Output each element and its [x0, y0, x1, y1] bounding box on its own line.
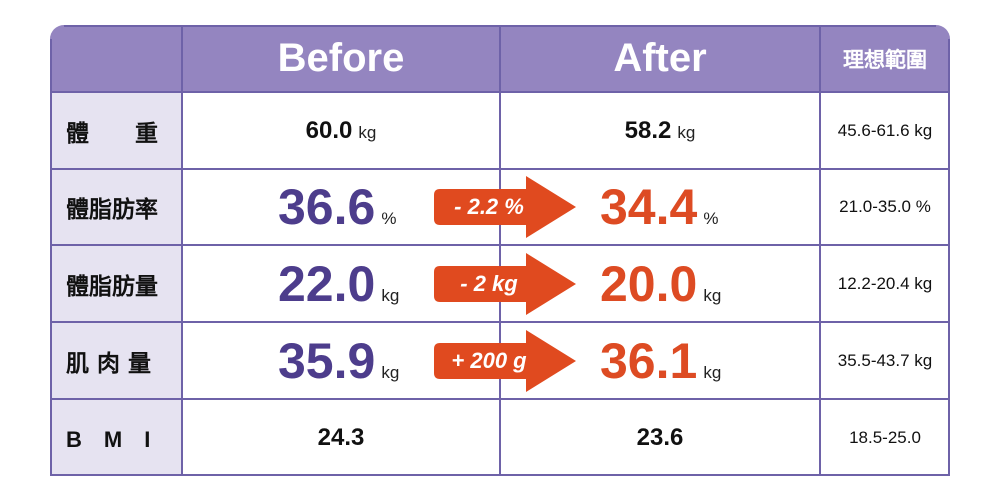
row-label-muscle-mass: 肌 肉 量 — [50, 322, 182, 399]
weight-ideal-range: 45.6-61.6 kg — [820, 92, 950, 169]
grid-line — [64, 25, 936, 27]
body-fat-mass-before-value: 22.0 — [278, 255, 376, 312]
bmi-after: 23.6 — [500, 399, 820, 476]
muscle-mass-before-value: 35.9 — [278, 332, 376, 389]
weight-after: 58.2 kg — [500, 92, 820, 169]
muscle-mass-after-unit: kg — [703, 362, 722, 382]
arrow-muscle-mass — [434, 330, 576, 392]
body-fat-rate-after-unit: % — [703, 209, 719, 228]
change-body-fat-mass: - 2 kg — [460, 271, 518, 296]
grid-line — [819, 25, 821, 476]
weight-after-value: 58.2 — [624, 116, 672, 144]
grid-line — [50, 321, 950, 323]
row-label-bmi: B M I — [50, 399, 182, 476]
row-label-body-fat-mass: 體脂肪量 — [50, 245, 182, 322]
body-fat-mass-before-unit: kg — [381, 285, 400, 305]
muscle-mass-ideal-range: 35.5-43.7 kg — [820, 322, 950, 399]
grid-line — [50, 474, 950, 476]
body-fat-rate-after: 34.4% — [500, 169, 820, 245]
arrow-body-fat-mass — [434, 253, 576, 315]
arrow-body-fat-rate — [434, 176, 576, 238]
grid-line — [181, 25, 183, 476]
row-label-weight: 體 重 — [50, 92, 182, 169]
bmi-before-value: 24.3 — [317, 423, 365, 451]
bmi-ideal-range: 18.5-25.0 — [820, 399, 950, 476]
grid-line — [50, 39, 52, 476]
muscle-mass-after-value: 36.1 — [600, 332, 698, 389]
weight-before-unit: kg — [358, 122, 377, 142]
header-ideal-range: 理想範圍 — [820, 25, 950, 92]
body-fat-mass-ideal-range: 12.2-20.4 kg — [820, 245, 950, 322]
header-after: After — [500, 25, 820, 92]
muscle-mass-before-unit: kg — [381, 362, 400, 382]
comparison-table: Before After 理想範圍 體 重 60.0 kg 58.2 kg 45.6… — [50, 25, 950, 476]
weight-before: 60.0 kg — [182, 92, 500, 169]
weight-after-unit: kg — [677, 122, 696, 142]
weight-before-value: 60.0 — [305, 116, 353, 144]
grid-line — [50, 398, 950, 400]
bmi-before: 24.3 — [182, 399, 500, 476]
bmi-after-value: 23.6 — [636, 423, 684, 451]
grid-line — [50, 91, 950, 93]
change-muscle-mass: + 200 g — [451, 348, 527, 373]
body-fat-rate-before-value: 36.6 — [278, 179, 376, 235]
row-label-body-fat-rate: 體脂肪率 — [50, 169, 182, 245]
body-fat-rate-after-value: 34.4 — [600, 179, 698, 235]
header-corner — [50, 25, 182, 92]
grid-line — [948, 39, 950, 476]
grid-line — [499, 25, 501, 476]
body-fat-mass-after-unit: kg — [703, 285, 722, 305]
grid-line — [50, 168, 950, 170]
body-fat-mass-after-value: 20.0 — [600, 255, 698, 312]
body-fat-rate-before-unit: % — [381, 209, 397, 228]
header-before: Before — [182, 25, 500, 92]
change-body-fat-rate: - 2.2 % — [454, 194, 524, 219]
body-fat-rate-ideal-range: 21.0-35.0 % — [820, 169, 950, 245]
grid-line — [50, 244, 950, 246]
